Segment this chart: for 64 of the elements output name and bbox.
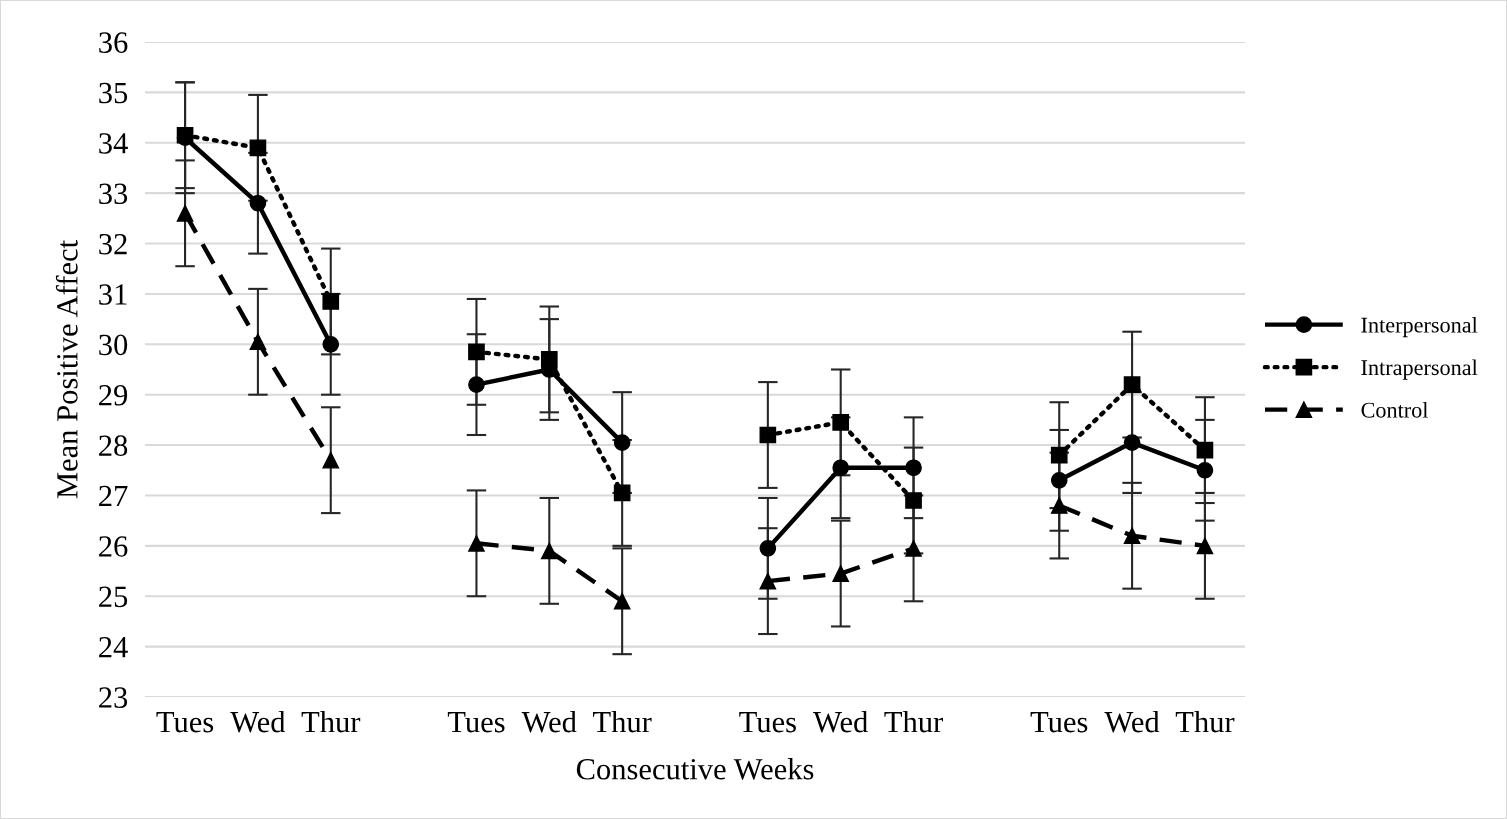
x-tick-label: Thur xyxy=(1175,710,1235,733)
point xyxy=(322,335,340,353)
y-tick-label: 24 xyxy=(99,636,128,658)
y-tick-label: 33 xyxy=(99,183,128,205)
point xyxy=(540,351,558,368)
x-tick-label: Tues xyxy=(156,712,214,733)
y-tick-label: 23 xyxy=(99,687,128,708)
y-axis-title: Mean Positive Affect xyxy=(55,240,78,499)
point xyxy=(905,459,922,477)
y-tick-label: 25 xyxy=(99,586,128,608)
point xyxy=(322,451,340,469)
point xyxy=(1196,461,1214,479)
point xyxy=(468,343,485,361)
point xyxy=(1050,497,1068,514)
point xyxy=(905,492,922,509)
x-tick-label: Wed xyxy=(230,710,286,733)
x-tick-label: Tues xyxy=(447,712,505,733)
x-tick-label: Tues xyxy=(1030,712,1088,733)
point xyxy=(249,194,267,212)
point xyxy=(1050,472,1068,489)
point xyxy=(832,565,850,582)
point xyxy=(249,139,267,157)
x-tick-label: Tues xyxy=(739,712,796,733)
point xyxy=(1196,537,1214,555)
y-tick-label: 34 xyxy=(99,133,128,154)
y-tick-label: 35 xyxy=(99,82,128,104)
x-tick-label: Wed xyxy=(521,710,577,733)
point xyxy=(832,459,850,477)
y-tick-label: 26 xyxy=(99,536,128,557)
legend-label: Intrapersonal xyxy=(1361,359,1478,380)
point xyxy=(249,333,267,351)
x-tick-label: Wed xyxy=(813,710,868,733)
y-tick-label: 28 xyxy=(99,435,128,456)
x-axis-title: Consecutive Weeks xyxy=(576,758,814,780)
x-tick-label: Thur xyxy=(593,710,652,733)
y-tick-label: 36 xyxy=(99,32,128,53)
x-tick-label: Thur xyxy=(884,710,943,733)
point xyxy=(322,293,340,310)
y-tick-label: 29 xyxy=(99,385,128,406)
y-tick-label: 27 xyxy=(99,485,128,507)
legend-label: Interpersonal xyxy=(1361,316,1478,338)
y-tick-label: 30 xyxy=(99,334,128,356)
point xyxy=(759,572,777,590)
y-tick-label: 32 xyxy=(99,233,127,255)
point xyxy=(1050,446,1068,464)
point xyxy=(1123,376,1141,393)
point xyxy=(1123,434,1141,451)
x-tick-label: Thur xyxy=(301,710,361,733)
point xyxy=(1196,441,1214,459)
x-tick-label: Wed xyxy=(1104,710,1160,733)
legend-label: Control xyxy=(1361,402,1429,418)
point xyxy=(540,542,558,560)
point xyxy=(613,434,631,451)
point xyxy=(468,376,485,393)
point xyxy=(613,484,631,502)
y-tick-label: 31 xyxy=(99,284,127,305)
point xyxy=(613,592,631,610)
point xyxy=(176,204,194,222)
point xyxy=(468,534,485,552)
point xyxy=(1123,527,1141,545)
point xyxy=(759,426,777,444)
point xyxy=(759,540,777,557)
point xyxy=(832,414,850,431)
point xyxy=(905,540,922,557)
